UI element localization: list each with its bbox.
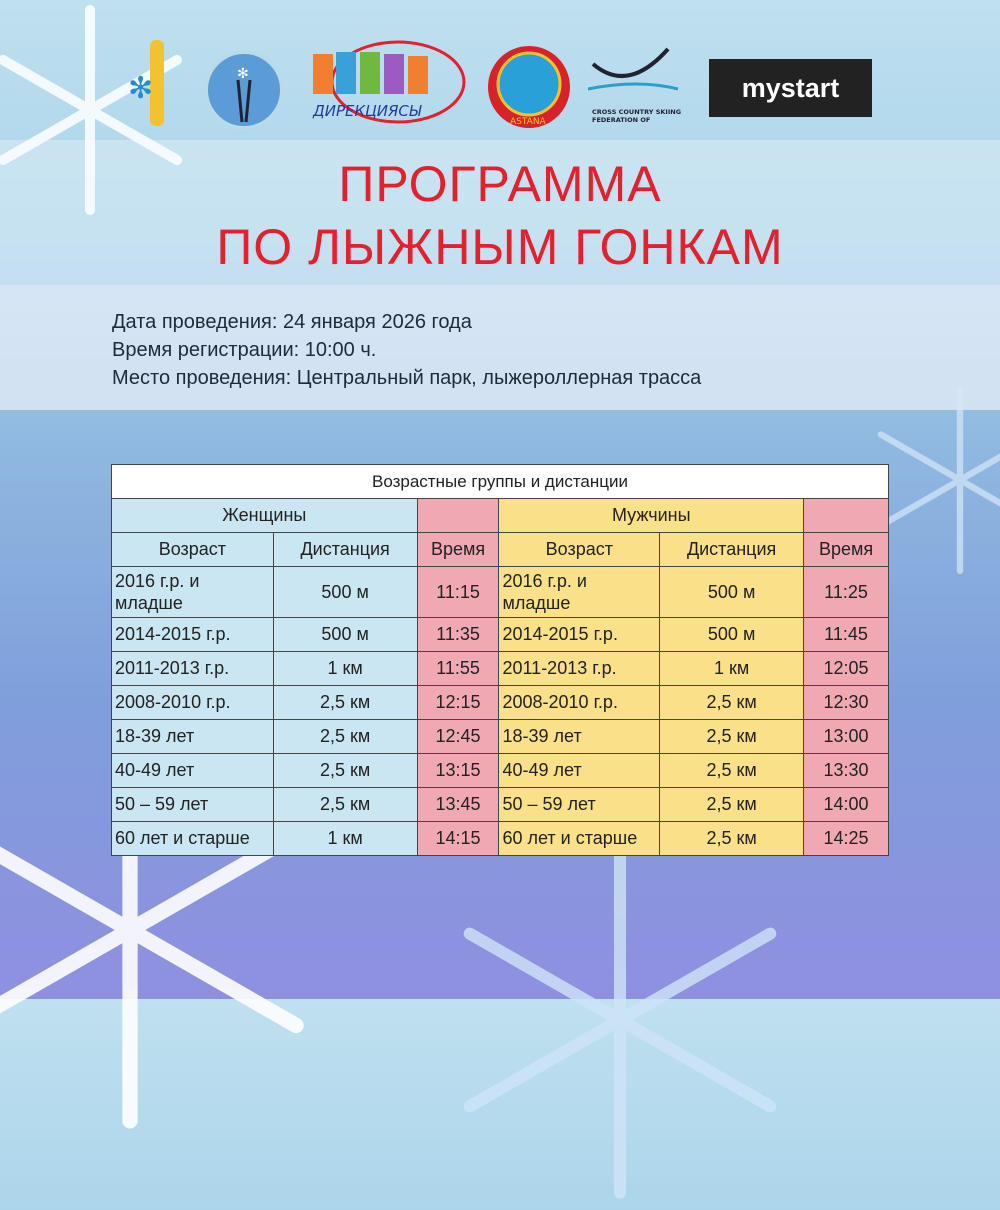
- cell-m-dist: 500 м: [659, 566, 805, 618]
- cell-m-age: 18-39 лет: [498, 719, 661, 754]
- cell-m-age: 50 – 59 лет: [498, 787, 661, 822]
- federation-caption: CROSS COUNTRY SKIING FEDERATION OF: [592, 108, 682, 124]
- cell-m-dist: 500 м: [659, 617, 805, 652]
- cell-w-time: 11:15: [416, 566, 500, 618]
- cell-m-time: 12:30: [803, 685, 889, 720]
- event-date: Дата проведения: 24 января 2026 года: [112, 311, 472, 333]
- ski-club-astana-logo: ✻: [128, 40, 164, 126]
- header-age: Возраст: [498, 532, 661, 567]
- cell-w-time: 12:45: [416, 719, 500, 754]
- cell-m-time: 12:05: [803, 651, 889, 686]
- table-row: 50 – 59 лет 2,5 км 13:45 50 – 59 лет 2,5 км 1…: [111, 787, 889, 822]
- cell-m-age: 2011-2013 г.р.: [498, 651, 661, 686]
- header-age: Возраст: [111, 532, 274, 567]
- cell-w-time: 11:35: [416, 617, 500, 652]
- cell-m-age: 40-49 лет: [498, 753, 661, 788]
- cell-w-age: 2011-2013 г.р.: [111, 651, 274, 686]
- table-row: 2014-2015 г.р. 500 м 11:35 2014-2015 г.р. 50…: [111, 617, 889, 652]
- table-row: 2016 г.р. и младше 500 м 11:15 2016 г.р. и …: [111, 566, 889, 618]
- cell-m-dist: 2,5 км: [659, 685, 805, 720]
- table-row: 60 лет и старше 1 км 14:15 60 лет и старше 2…: [111, 821, 889, 856]
- sport-directorate-logo: ДИРЕКЦИЯСЫ: [312, 40, 466, 124]
- table-row: 2008-2010 г.р. 2,5 км 12:15 2008-2010 г.р. 2…: [111, 685, 889, 720]
- mystart-logo: mystart: [709, 59, 872, 117]
- cell-w-age: 60 лет и старше: [111, 821, 274, 856]
- event-location: Место проведения: Центральный парк, лыже…: [112, 367, 702, 389]
- cell-w-dist: 500 м: [272, 566, 418, 618]
- cell-m-dist: 1 км: [659, 651, 805, 686]
- cell-w-dist: 2,5 км: [272, 719, 418, 754]
- cell-w-time: 13:45: [416, 787, 500, 822]
- cell-w-dist: 2,5 км: [272, 787, 418, 822]
- cell-w-age: 18-39 лет: [111, 719, 274, 754]
- cell-m-dist: 2,5 км: [659, 719, 805, 754]
- women-header: Женщины: [111, 498, 418, 533]
- svg-text:✻: ✻: [237, 66, 249, 82]
- cell-w-dist: 1 км: [272, 651, 418, 686]
- cell-m-age: 60 лет и старше: [498, 821, 661, 856]
- cell-m-age: 2008-2010 г.р.: [498, 685, 661, 720]
- cell-w-dist: 1 км: [272, 821, 418, 856]
- cell-w-dist: 500 м: [272, 617, 418, 652]
- men-header: Мужчины: [498, 498, 805, 533]
- header-distance: Дистанция: [272, 532, 418, 567]
- cell-m-dist: 2,5 км: [659, 753, 805, 788]
- cell-m-age: 2014-2015 г.р.: [498, 617, 661, 652]
- cell-w-time: 11:55: [416, 651, 500, 686]
- header-time: Время: [803, 532, 889, 567]
- cell-w-time: 14:15: [416, 821, 500, 856]
- cell-w-dist: 2,5 км: [272, 753, 418, 788]
- table-caption: Возрастные группы и дистанции: [111, 464, 889, 499]
- cell-m-time: 11:45: [803, 617, 889, 652]
- cell-m-time: 11:25: [803, 566, 889, 618]
- cell-w-age: 2014-2015 г.р.: [111, 617, 274, 652]
- snowflake-icon: [463, 841, 777, 1199]
- cell-w-age: 2016 г.р. и младше: [111, 566, 274, 618]
- svg-text:ASTANA: ASTANA: [510, 117, 547, 127]
- astana-emblem-logo: ASTANA: [488, 46, 570, 128]
- cell-w-age: 2008-2010 г.р.: [111, 685, 274, 720]
- cell-m-time: 14:25: [803, 821, 889, 856]
- cell-m-age: 2016 г.р. и младше: [498, 566, 661, 618]
- info-band: [0, 285, 1000, 410]
- cell-w-age: 40-49 лет: [111, 753, 274, 788]
- header-time: Время: [416, 532, 500, 567]
- cell-m-dist: 2,5 км: [659, 821, 805, 856]
- cell-m-time: 13:30: [803, 753, 889, 788]
- page-title-line1: ПРОГРАММА: [338, 156, 662, 212]
- schedule-table: Возрастные группы и дистанции Женщины Му…: [111, 464, 889, 856]
- cell-m-dist: 2,5 км: [659, 787, 805, 822]
- cell-w-age: 50 – 59 лет: [111, 787, 274, 822]
- svg-text:✻: ✻: [128, 71, 153, 106]
- svg-text:ДИРЕКЦИЯСЫ: ДИРЕКЦИЯСЫ: [312, 102, 422, 120]
- cell-w-time: 13:15: [416, 753, 500, 788]
- federation-emblem-logo: ✻: [204, 50, 284, 130]
- cell-w-time: 12:15: [416, 685, 500, 720]
- cell-m-time: 14:00: [803, 787, 889, 822]
- cell-w-dist: 2,5 км: [272, 685, 418, 720]
- event-info: Дата проведения: 24 января 2026 года Вре…: [112, 308, 701, 392]
- page-title-line2: ПО ЛЫЖНЫМ ГОНКАМ: [216, 219, 784, 275]
- logos-row: ✻ ✻ ДИРЕКЦИЯСЫ ASTANA CROSS COUNTRY SKII…: [0, 38, 1000, 138]
- cell-m-time: 13:00: [803, 719, 889, 754]
- header-distance: Дистанция: [659, 532, 805, 567]
- table-row: 2011-2013 г.р. 1 км 11:55 2011-2013 г.р. 1 к…: [111, 651, 889, 686]
- cross-country-federation-logo: [588, 47, 679, 91]
- registration-time: Время регистрации: 10:00 ч.: [112, 339, 377, 361]
- table-row: 18-39 лет 2,5 км 12:45 18-39 лет 2,5 км 13:00: [111, 719, 889, 754]
- table-row: 40-49 лет 2,5 км 13:15 40-49 лет 2,5 км 13:30: [111, 753, 889, 788]
